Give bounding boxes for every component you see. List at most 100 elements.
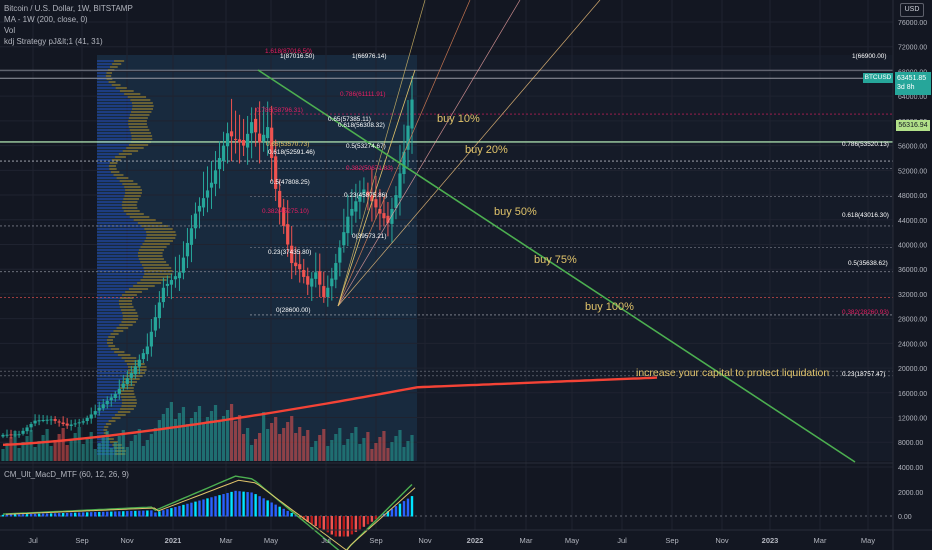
annotation-text[interactable]: buy 20% [465,144,508,156]
fan-line[interactable] [337,0,601,307]
candle-body[interactable] [137,359,141,367]
candle-body[interactable] [217,157,222,170]
candle-body[interactable] [274,156,278,189]
annotation-text[interactable]: increase your capital to protect liquida… [636,367,829,379]
candle-body[interactable] [149,331,153,347]
candle-body[interactable] [354,201,358,212]
candle-body[interactable] [314,272,318,279]
candle-body[interactable] [157,302,161,319]
candle-body[interactable] [25,427,29,432]
currency-button[interactable]: USD [900,3,924,17]
candle-body[interactable] [338,247,342,263]
candle-body[interactable] [294,262,298,267]
candle-body[interactable] [41,420,45,422]
candle-body[interactable] [322,286,326,298]
candle-body[interactable] [185,242,190,257]
candle-body[interactable] [330,278,334,287]
candle-body[interactable] [133,366,137,375]
candle-body[interactable] [141,353,145,360]
candle-body[interactable] [378,208,382,214]
candle-body[interactable] [189,228,194,245]
candle-body[interactable] [306,276,310,285]
candle-body[interactable] [310,278,314,287]
drawings[interactable] [2,69,856,463]
candle-body[interactable] [362,189,366,194]
candle-body[interactable] [225,133,230,147]
candle-body[interactable] [89,414,93,419]
candle-body[interactable] [245,133,250,148]
candle-body[interactable] [69,424,73,426]
strategy-legend[interactable]: kdj Strategy pJ&lt;1 (41, 31) [4,37,103,46]
candle-body[interactable] [410,99,414,129]
candle-body[interactable] [177,272,182,279]
candle-body[interactable] [318,271,322,285]
candle-body[interactable] [290,245,294,264]
candle-body[interactable] [394,195,398,208]
candle-body[interactable] [145,346,149,355]
candle-body[interactable] [334,263,338,280]
candle-body[interactable] [57,421,61,423]
candle-body[interactable] [29,424,33,428]
candle-body[interactable] [221,145,226,162]
candle-body[interactable] [326,287,330,298]
candle-body[interactable] [13,434,17,436]
candle-body[interactable] [342,232,346,246]
candle-body[interactable] [282,207,286,226]
time-axis[interactable]: Jul Sep Nov 2021 Mar May Jul Sep Nov 2022 Mar May Ju… [28,536,875,545]
candle-body[interactable] [81,421,85,423]
symbol-title[interactable]: Bitcoin / U.S. Dollar, 1W, BITSTAMP [4,4,133,13]
candle-body[interactable] [250,122,254,134]
candle-body[interactable] [374,199,378,208]
candle-body[interactable] [209,182,214,188]
macd-pane[interactable] [0,475,893,550]
fan-line[interactable] [337,69,416,307]
candle-body[interactable] [173,276,178,280]
candle-body[interactable] [161,287,165,303]
candle-body[interactable] [386,215,390,223]
candle-body[interactable] [121,383,125,388]
annotation-text[interactable]: buy 10% [437,113,480,125]
candle-body[interactable] [398,173,402,198]
macd-legend[interactable]: CM_Ult_MacD_MTF (60, 12, 26, 9) [4,470,129,479]
candle-body[interactable] [262,134,266,142]
candle-body[interactable] [37,420,41,422]
candle-body[interactable] [390,208,394,224]
candle-body[interactable] [97,407,101,411]
candle-body[interactable] [382,213,386,219]
candle-body[interactable] [85,417,89,421]
candle-body[interactable] [193,213,198,229]
annotation-text[interactable]: buy 75% [534,254,577,266]
trendline[interactable] [257,69,856,463]
candle-body[interactable] [213,170,218,184]
candle-body[interactable] [406,125,410,150]
candle-body[interactable] [45,419,49,421]
candle-body[interactable] [254,118,258,133]
candle-body[interactable] [241,140,246,146]
candle-body[interactable] [17,434,21,436]
candle-body[interactable] [125,378,129,384]
ma-legend[interactable]: MA - 1W (200, close, 0) [4,15,88,24]
candle-body[interactable] [165,283,170,286]
candle-body[interactable] [270,127,274,158]
candle-body[interactable] [9,434,13,436]
candle-body[interactable] [201,198,206,208]
vol-legend[interactable]: Vol [4,26,16,35]
candle-body[interactable] [33,420,37,424]
candle-body[interactable] [73,423,77,425]
candle-body[interactable] [93,411,97,415]
candle-body[interactable] [258,133,262,143]
candle-body[interactable] [278,190,282,208]
candle-body[interactable] [229,131,234,137]
candle-body[interactable] [233,138,238,140]
candle-body[interactable] [181,257,186,273]
fan-line[interactable] [337,0,471,307]
candle-body[interactable] [358,195,362,202]
candle-body[interactable] [53,419,57,421]
candle-body[interactable] [77,422,81,424]
candles[interactable] [1,76,414,439]
candle-body[interactable] [105,400,109,405]
candle-body[interactable] [366,191,370,196]
candle-body[interactable] [5,434,9,436]
candle-body[interactable] [153,317,157,331]
